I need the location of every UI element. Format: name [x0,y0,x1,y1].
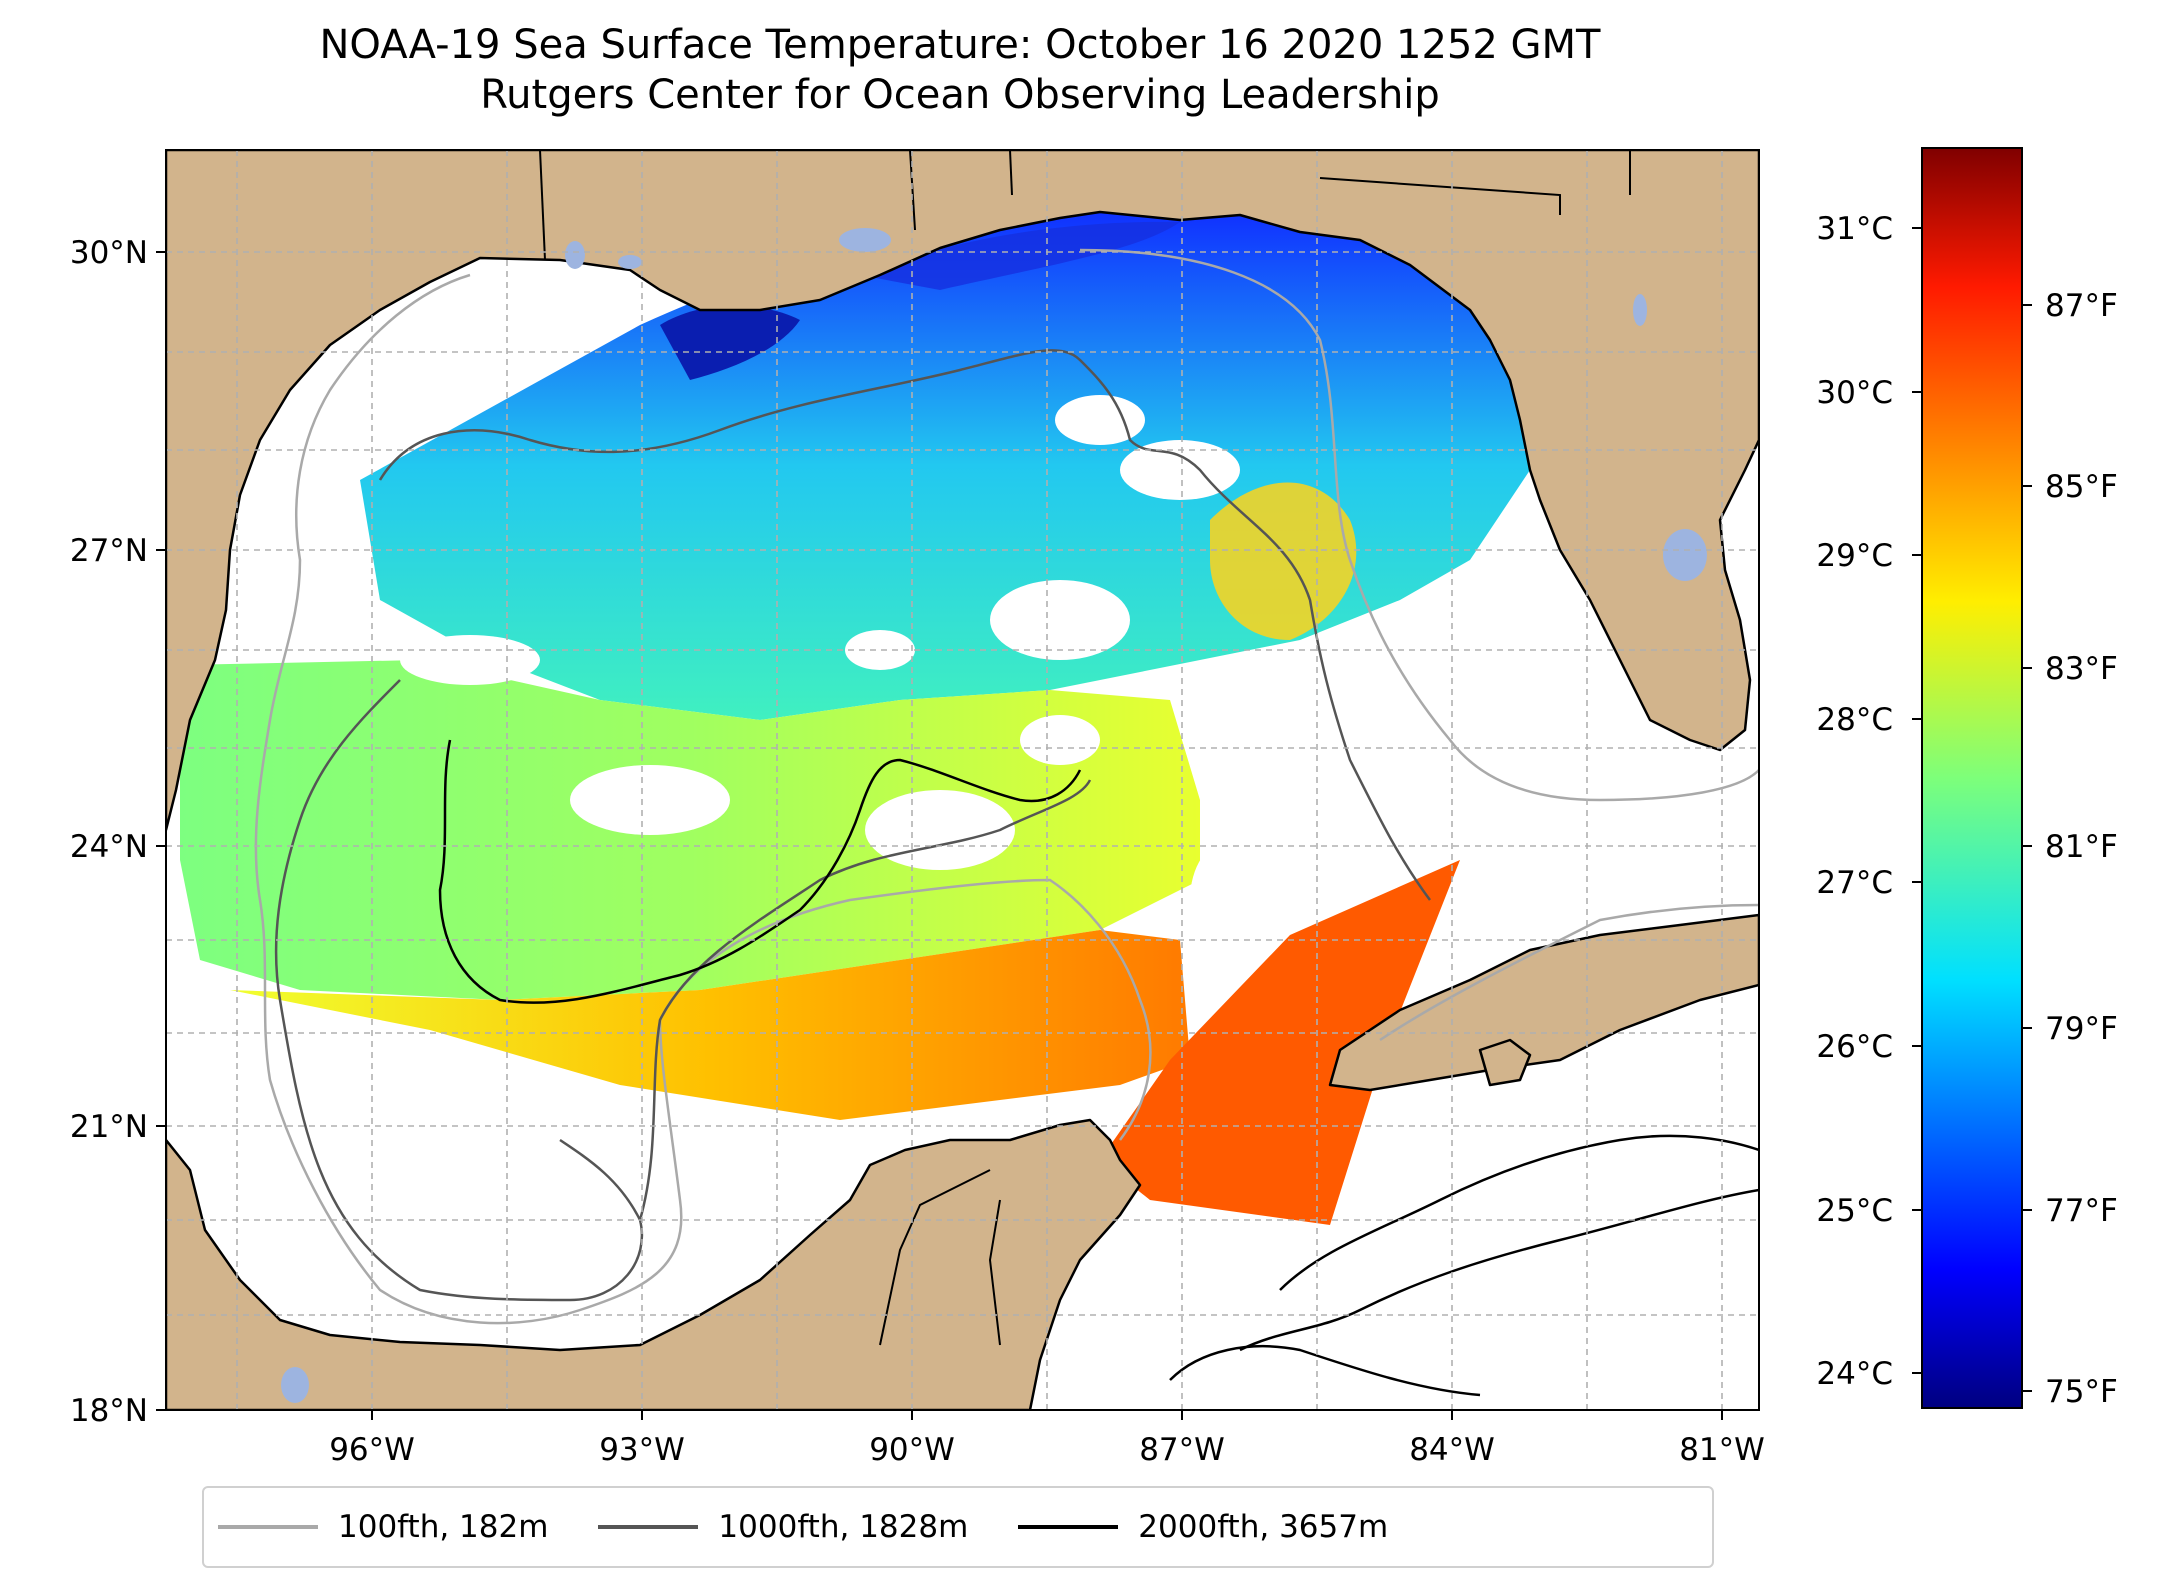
land [166,150,1759,1410]
contour-100fth [254,273,1152,1325]
lat-label: 21°N [70,1109,148,1145]
lakes [281,228,1707,1403]
legend-item-1000fth: 1000fth, 1828m [598,1509,968,1545]
lake-small-2 [618,255,642,269]
sst-field [180,210,1533,1225]
sst-warm-patch [1210,482,1357,640]
celsius-label: 31°C [1816,211,1893,247]
celsius-label: 25°C [1816,1193,1893,1229]
fahrenheit-label: 79°F [2045,1011,2118,1047]
chart-title: NOAA-19 Sea Surface Temperature: October… [0,20,1920,120]
lake-okeechobee [1663,529,1707,581]
title-line-2: Rutgers Center for Ocean Observing Leade… [480,72,1440,118]
fahrenheit-labels: 87°F 85°F 83°F 81°F 79°F 77°F 75°F [2045,288,2118,1410]
sst-swath-south [230,930,1190,1120]
lat-label: 24°N [70,829,148,865]
lake-small-3 [1633,294,1647,326]
lon-label: 87°W [1139,1432,1225,1468]
title-line-1: NOAA-19 Sea Surface Temperature: October… [319,22,1601,68]
fahrenheit-label: 75°F [2045,1374,2118,1410]
fahrenheit-label: 85°F [2045,469,2118,505]
bathymetry-contours [254,248,1759,1397]
lon-label: 81°W [1679,1432,1765,1468]
contour-2000fth [438,739,1082,1004]
lake-pontchartrain [839,228,891,252]
lat-label: 30°N [70,235,148,271]
lon-label: 93°W [599,1432,685,1468]
colorbar-ticks [1912,227,2032,1392]
legend-item-2000fth: 2000fth, 3657m [1018,1509,1388,1545]
celsius-label: 24°C [1816,1356,1893,1392]
celsius-labels: 31°C 30°C 29°C 28°C 27°C 26°C 25°C 24°C [1816,211,1893,1392]
land-us-gulf-coast [166,150,1759,832]
lat-label: 18°N [70,1393,148,1429]
contour-2000fth-loop [1169,1345,1481,1397]
sst-cold-nearshore [660,305,800,380]
land-mexico [166,1118,1142,1410]
land-cuba [1328,913,1759,1092]
contour-2000fth-caribbean [1279,1134,1759,1291]
fahrenheit-label: 87°F [2045,288,2118,324]
lon-label: 96°W [329,1432,415,1468]
lon-label: 90°W [869,1432,955,1468]
lat-label: 27°N [70,533,148,569]
fahrenheit-label: 77°F [2045,1193,2118,1229]
cloud-gaps [400,395,1320,960]
map-frame [165,149,1760,1411]
lon-label: 84°W [1409,1432,1495,1468]
fahrenheit-label: 83°F [2045,651,2118,687]
axis-ticks [156,251,1723,1420]
contour-1000fth-west [274,679,644,1302]
contour-2000fth-east [1239,1188,1759,1352]
celsius-label: 27°C [1816,865,1893,901]
celsius-label: 30°C [1816,375,1893,411]
map-content [166,150,1759,1410]
contour-100fth-fl [1079,248,1759,802]
contour-1000fth [378,349,1432,901]
legend-swatch [598,1525,699,1529]
lake-small-4 [281,1367,309,1403]
colorbar [1921,147,2023,1409]
lake-small-1 [565,241,585,269]
sst-swath-southeast [1100,860,1460,1225]
legend-swatch [218,1525,318,1529]
gridlines [166,150,1759,1410]
legend-label: 1000fth, 1828m [718,1509,969,1545]
celsius-label: 28°C [1816,702,1893,738]
celsius-label: 26°C [1816,1029,1893,1065]
contour-1000fth-south [638,779,1092,1221]
legend-item-100fth: 100fth, 182m [218,1509,548,1545]
celsius-label: 29°C [1816,538,1893,574]
legend-label: 2000fth, 3657m [1138,1509,1389,1545]
sst-cold-coast [860,221,1180,290]
latitude-labels: 30°N 27°N 24°N 21°N 18°N [70,235,148,1429]
contour-100fth-cuba [1379,903,1759,1042]
legend-label: 100fth, 182m [338,1509,549,1545]
legend-swatch [1018,1525,1119,1529]
fahrenheit-label: 81°F [2045,829,2118,865]
land-cuba-isle [1478,1038,1532,1087]
legend: 100fth, 182m 1000fth, 1828m 2000fth, 365… [202,1486,1714,1568]
longitude-labels: 96°W 93°W 90°W 87°W 84°W 81°W [329,1432,1765,1468]
